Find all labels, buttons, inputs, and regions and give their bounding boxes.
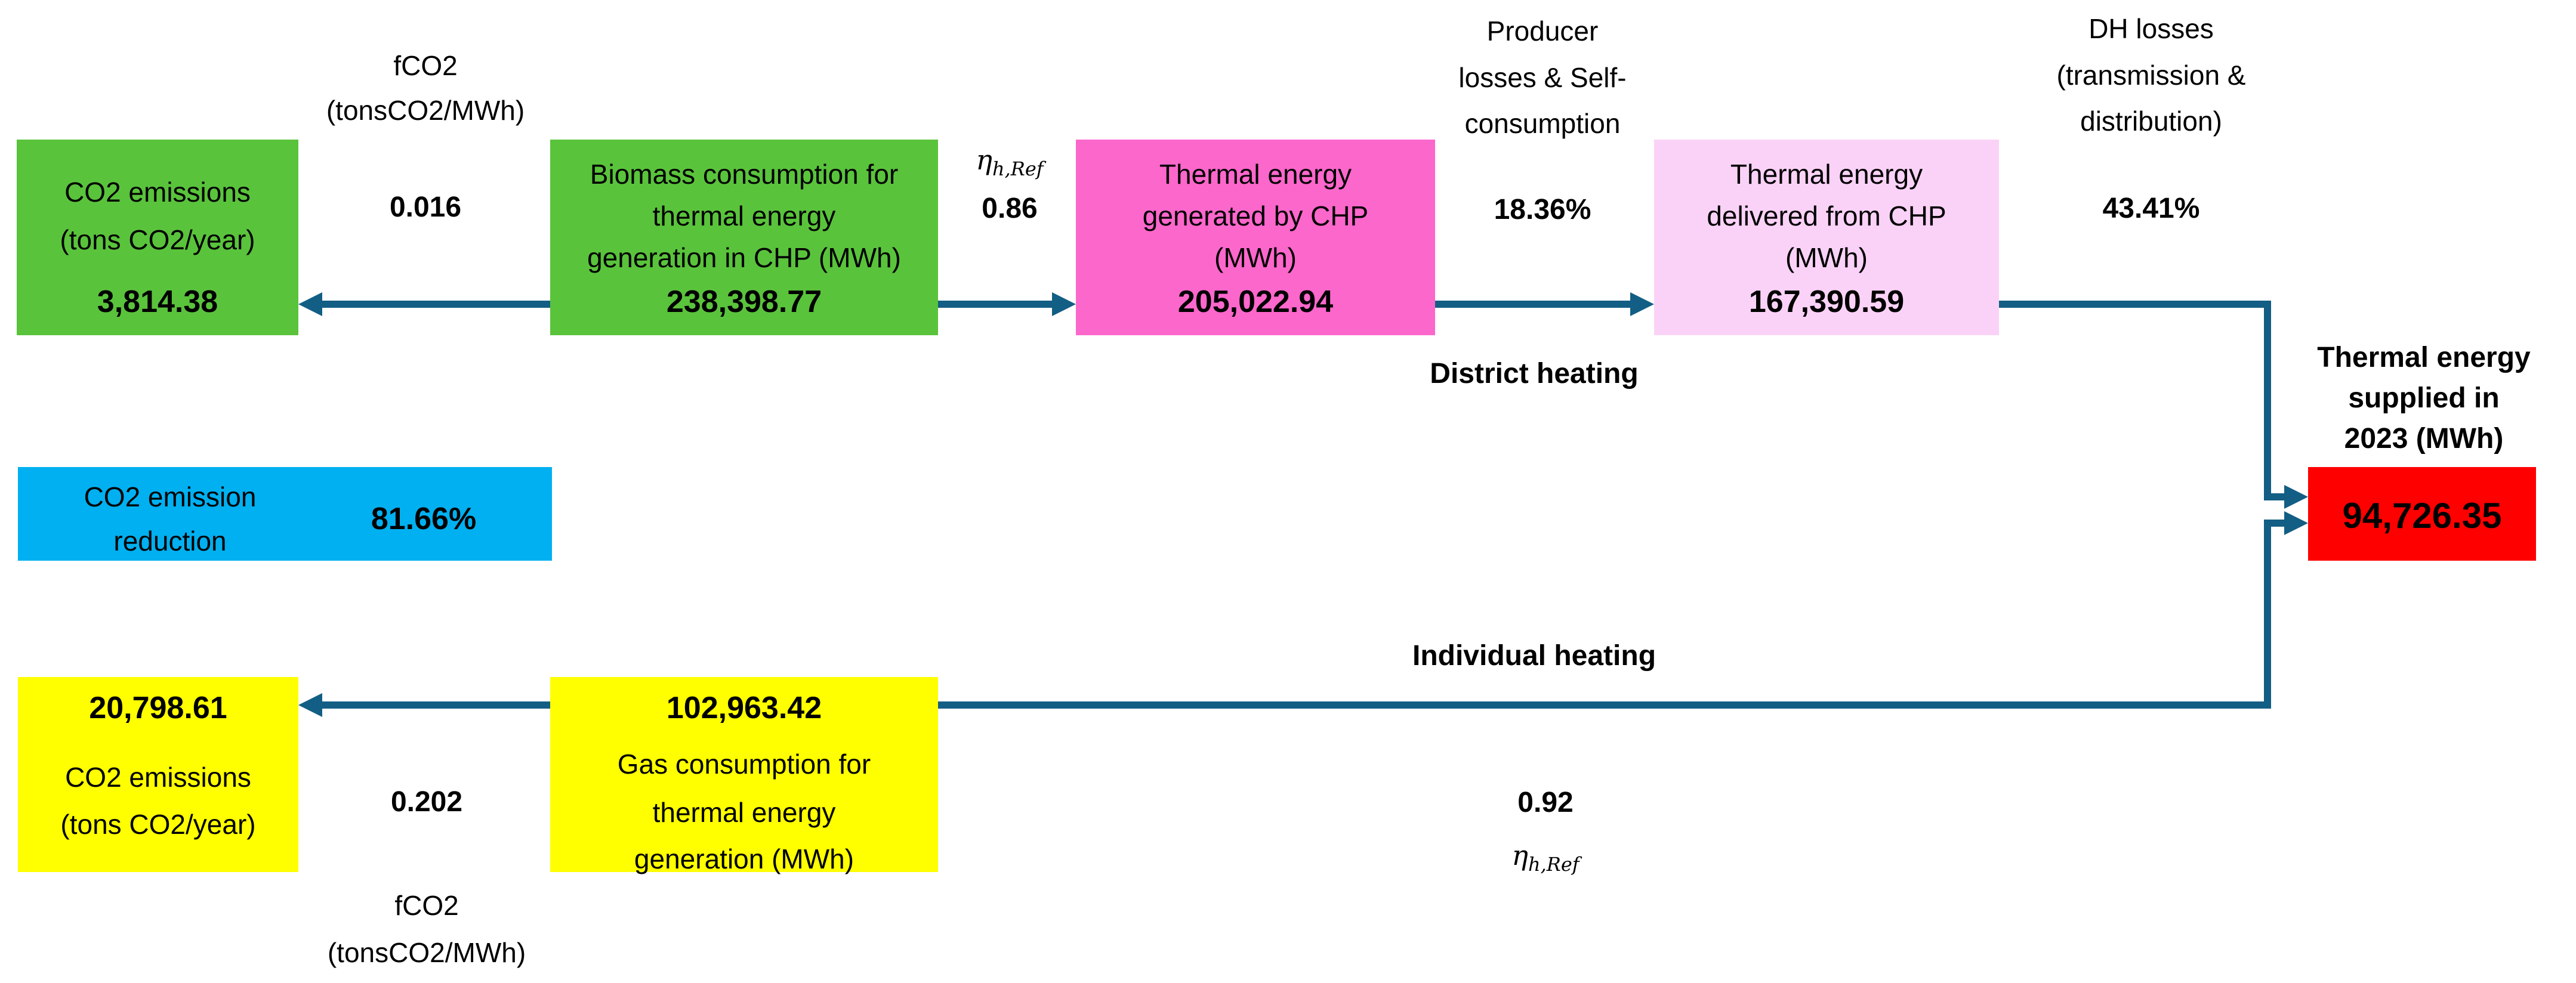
co2-emissions-gas-label-line1: CO2 emissions xyxy=(65,762,251,793)
biomass-consumption-box: Biomass consumption for thermal energy g… xyxy=(550,140,938,335)
dh-losses-label-line2: (transmission & xyxy=(2056,60,2246,91)
co2-emissions-chp-box: CO2 emissions (tons CO2/year) 3,814.38 xyxy=(17,140,298,335)
gas-consumption-label-line3: generation (MWh) xyxy=(634,843,854,874)
co2-reduction-box: CO2 emission reduction 81.66% xyxy=(18,467,552,561)
co2-reduction-label-line1: CO2 emission xyxy=(84,481,257,512)
arrow-gas-to-co2-head-icon xyxy=(298,693,322,717)
thermal-supplied-box: 94,726.35 xyxy=(2308,467,2536,561)
arrow-gas-to-supplied-line2 xyxy=(2264,520,2271,709)
arrow-biomass-to-co2-line xyxy=(321,301,550,308)
fco2-bottom-label-line1: fCO2 xyxy=(394,890,459,921)
co2-emissions-gas-label-line2: (tons CO2/year) xyxy=(60,809,256,840)
individual-heating-label: Individual heating xyxy=(1412,640,1656,672)
thermal-delivered-chp-box: Thermal energy delivered from CHP (MWh) … xyxy=(1654,140,1999,335)
gas-consumption-box: 102,963.42 Gas consumption for thermal e… xyxy=(550,677,938,874)
thermal-generated-chp-box: Thermal energy generated by CHP (MWh) 20… xyxy=(1076,140,1435,335)
co2-emissions-gas-value: 20,798.61 xyxy=(89,691,227,725)
fco2-top-label-line2: (tonsCO2/MWh) xyxy=(326,95,525,126)
thermal-generated-label-line2: generated by CHP xyxy=(1142,200,1369,231)
biomass-label-line2: thermal energy xyxy=(652,200,836,231)
co2-emissions-chp-value: 3,814.38 xyxy=(97,285,218,319)
thermal-generated-label-line3: (MWh) xyxy=(1214,242,1297,273)
eta-href-top-symbol: ηh,Ref xyxy=(976,144,1044,181)
arrow-gas-to-supplied-line1 xyxy=(938,701,2271,709)
fco2-top-label-line1: fCO2 xyxy=(393,50,458,81)
arrow-gas-to-co2-line xyxy=(321,701,550,709)
gas-consumption-label-line1: Gas consumption for xyxy=(617,749,871,780)
supplied-title-line2: supplied in xyxy=(2348,382,2500,414)
co2-emissions-chp-label-line2: (tons CO2/year) xyxy=(60,224,255,255)
arrow-biomass-to-generated-head-icon xyxy=(1052,292,1076,316)
co2-reduction-label-line2: reduction xyxy=(113,525,227,557)
gas-consumption-value: 102,963.42 xyxy=(666,691,822,725)
thermal-delivered-label-line1: Thermal energy xyxy=(1730,159,1923,190)
eta-href-top-value: 0.86 xyxy=(982,193,1038,224)
arrow-gas-to-supplied-line3 xyxy=(2264,520,2285,527)
co2-emissions-chp-label-line1: CO2 emissions xyxy=(64,177,251,208)
arrow-generated-to-delivered-head-icon xyxy=(1630,292,1654,316)
biomass-label-line3: generation in CHP (MWh) xyxy=(587,242,901,273)
arrow-delivered-to-supplied-line2 xyxy=(2264,301,2271,500)
eta-href-bottom-symbol: ηh,Ref xyxy=(1511,839,1579,876)
arrow-biomass-to-co2-head-icon xyxy=(298,292,322,316)
thermal-generated-label-line1: Thermal energy xyxy=(1159,159,1352,190)
dh-losses-label-line3: distribution) xyxy=(2080,106,2222,137)
eta-href-bottom-value: 0.92 xyxy=(1517,787,1574,818)
district-heating-label: District heating xyxy=(1430,358,1639,390)
dh-losses-label-line1: DH losses xyxy=(2088,13,2214,44)
producer-losses-label-line3: consumption xyxy=(1464,108,1621,139)
fco2-bottom-value: 0.202 xyxy=(390,786,463,818)
thermal-generated-value: 205,022.94 xyxy=(1177,285,1334,319)
co2-emissions-gas-box: 20,798.61 CO2 emissions (tons CO2/year) xyxy=(18,677,298,872)
arrow-delivered-to-supplied-line3 xyxy=(2264,493,2285,500)
biomass-value: 238,398.77 xyxy=(666,285,822,319)
arrow-delivered-to-supplied-head-icon xyxy=(2284,485,2308,509)
gas-consumption-label-line2: thermal energy xyxy=(652,797,836,828)
producer-losses-value: 18.36% xyxy=(1494,194,1591,225)
producer-losses-label-line1: Producer xyxy=(1486,16,1599,47)
supplied-title-line1: Thermal energy xyxy=(2317,342,2531,373)
arrow-biomass-to-generated-line xyxy=(938,301,1053,308)
thermal-supplied-value: 94,726.35 xyxy=(2342,496,2502,536)
arrow-generated-to-delivered-line xyxy=(1435,301,1631,308)
fco2-bottom-label-line2: (tonsCO2/MWh) xyxy=(327,937,526,968)
biomass-label-line1: Biomass consumption for xyxy=(590,159,899,190)
co2-reduction-value: 81.66% xyxy=(371,502,477,536)
arrow-gas-to-supplied-head-icon xyxy=(2284,511,2308,535)
thermal-delivered-label-line2: delivered from CHP xyxy=(1707,200,1946,231)
supplied-title-line3: 2023 (MWh) xyxy=(2344,423,2504,455)
dh-losses-value: 43.41% xyxy=(2102,193,2200,224)
arrow-delivered-to-supplied-line1 xyxy=(1999,301,2271,308)
fco2-top-value: 0.016 xyxy=(389,191,462,223)
thermal-delivered-value: 167,390.59 xyxy=(1748,285,1905,319)
producer-losses-label-line2: losses & Self- xyxy=(1458,62,1627,93)
thermal-delivered-label-line3: (MWh) xyxy=(1785,242,1868,273)
